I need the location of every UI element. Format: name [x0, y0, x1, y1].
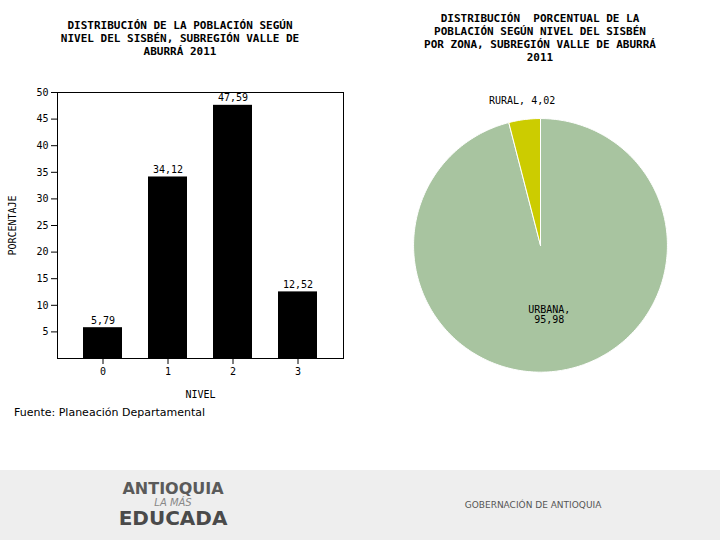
svg-text:0: 0 [100, 366, 106, 377]
svg-text:5,79: 5,79 [91, 315, 115, 326]
svg-text:30: 30 [36, 193, 48, 204]
svg-text:34,12: 34,12 [153, 164, 183, 175]
svg-text:2: 2 [230, 366, 236, 377]
html-text:DISTRIBUCIÓN DE LA POBLACIÓN S: DISTRIBUCIÓN DE LA POBLACIÓN SEGÚN NIVEL… [60, 18, 300, 58]
svg-text:45: 45 [36, 113, 48, 124]
svg-text:PORCENTAJE: PORCENTAJE [7, 195, 18, 255]
svg-text:5: 5 [42, 326, 48, 337]
html-text:LA MÁS: LA MÁS [154, 496, 192, 508]
svg-text:40: 40 [36, 140, 48, 151]
svg-text:25: 25 [36, 220, 48, 231]
svg-text:50: 50 [36, 87, 48, 98]
html-text:GOBERNACIÓN DE ANTIOQUIA: GOBERNACIÓN DE ANTIOQUIA [464, 500, 602, 510]
html-text:ANTIOQUIA: ANTIOQUIA [122, 478, 224, 498]
svg-text:URBANA,95,98: URBANA,95,98 [528, 304, 570, 325]
svg-text:12,52: 12,52 [283, 279, 313, 290]
svg-text:35: 35 [36, 167, 48, 178]
svg-text:47,59: 47,59 [218, 92, 248, 103]
svg-text:20: 20 [36, 246, 48, 257]
svg-text:10: 10 [36, 300, 48, 311]
html-text:EDUCADA: EDUCADA [118, 506, 228, 531]
html-text:Fuente: Planeación Departament: Fuente: Planeación Departamental [14, 406, 205, 419]
svg-text:3: 3 [295, 366, 301, 377]
html-text:DISTRIBUCIÓN PORCENTUAL DE LA: DISTRIBUCIÓN PORCENTUAL DE LA POBLACIÓN … [424, 12, 656, 64]
svg-text:15: 15 [36, 273, 48, 284]
svg-text:NIVEL: NIVEL [185, 389, 215, 400]
svg-text:1: 1 [165, 366, 171, 377]
svg-text:RURAL, 4,02: RURAL, 4,02 [489, 95, 555, 106]
